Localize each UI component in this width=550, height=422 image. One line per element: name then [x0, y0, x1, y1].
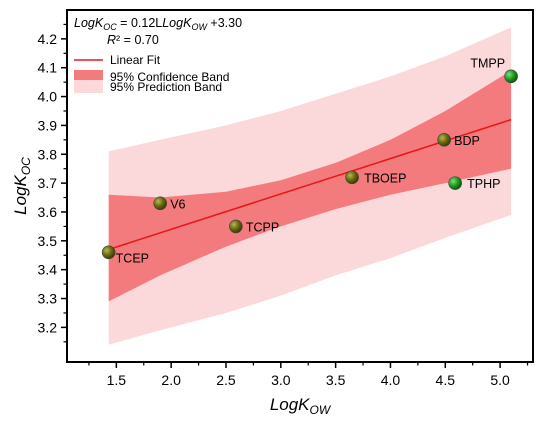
point-label-tphp: TPHP — [467, 177, 500, 191]
y-tick-label: 4.2 — [38, 31, 58, 47]
bands-layer — [108, 27, 512, 345]
data-point-tphp — [448, 176, 462, 190]
legend: LogKOC = 0.12LLogKOW +3.30 R² = 0.70 Lin… — [74, 16, 242, 94]
y-tick-label: 4.1 — [38, 60, 58, 76]
confidence-band — [108, 70, 512, 302]
plot-area: TCEP V6 TCPP TBOEP BDP TPHP TMPP 1.5 2.0 2.5 3.0 3… — [38, 9, 534, 388]
x-tick-label: 3.5 — [326, 372, 346, 388]
y-tick-label: 3.9 — [38, 117, 58, 133]
data-point-tmpp — [504, 69, 518, 84]
x-tick-label: 4.5 — [436, 372, 456, 388]
x-tick-label: 2.5 — [216, 372, 236, 388]
y-tick-label: 3.4 — [38, 262, 58, 278]
y-axis-ticks: 3.2 3.3 3.4 3.5 3.6 3.7 3.8 3.9 4.0 4.1 4.2 — [38, 23, 67, 343]
x-tick-label: 2.0 — [161, 372, 181, 388]
equation-line-1: LogKOC = 0.12LLogKOW +3.30 — [74, 16, 242, 32]
legend-label-prediction: 95% Prediction Band — [110, 80, 222, 94]
legend-box-confidence — [74, 70, 103, 83]
legend-label-linear-fit: Linear Fit — [110, 53, 161, 67]
point-label-tcpp: TCPP — [246, 220, 279, 234]
data-point-tcpp — [229, 219, 243, 234]
equation-line-2: R² = 0.70 — [107, 33, 159, 47]
y-tick-label: 3.6 — [38, 204, 58, 220]
y-tick-label: 3.3 — [38, 291, 58, 307]
legend-label-confidence: 95% Confidence Band — [110, 70, 229, 84]
plot-frame — [66, 9, 534, 363]
data-point-tcep — [101, 245, 116, 260]
points-layer: TCEP V6 TCPP TBOEP BDP TPHP TMPP — [101, 56, 518, 265]
point-label-bdp: BDP — [454, 134, 480, 148]
data-point-bdp — [437, 133, 451, 147]
y-tick-label: 3.7 — [38, 175, 58, 191]
x-tick-label: 3.0 — [271, 372, 291, 388]
x-axis-title: LogKOW — [270, 395, 332, 417]
x-tick-label: 1.5 — [107, 372, 127, 388]
data-point-tboep — [345, 170, 359, 185]
y-tick-label: 3.8 — [38, 146, 58, 162]
legend-box-prediction — [74, 80, 103, 93]
point-label-tmpp: TMPP — [470, 56, 505, 70]
data-point-v6 — [153, 196, 167, 211]
y-axis-title: LogKOC — [11, 157, 33, 215]
x-tick-label: 4.0 — [381, 372, 401, 388]
y-tick-label: 4.0 — [38, 89, 58, 105]
x-tick-label: 5.0 — [490, 372, 510, 388]
point-label-v6: V6 — [170, 197, 185, 211]
y-tick-label: 3.2 — [38, 319, 58, 335]
point-label-tcep: TCEP — [116, 251, 149, 265]
x-axis-ticks: 1.5 2.0 2.5 3.0 3.5 4.0 4.5 5.0 — [88, 362, 529, 388]
point-label-tboep: TBOEP — [364, 171, 406, 185]
y-tick-label: 3.5 — [38, 233, 58, 249]
